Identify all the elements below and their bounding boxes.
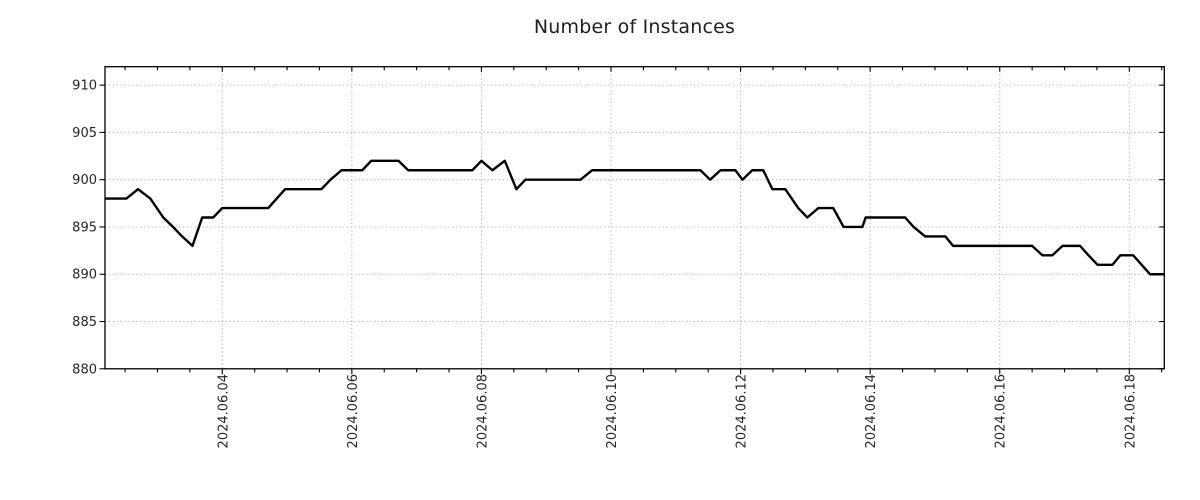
grid-layer — [105, 66, 1165, 370]
y-tick-label: 890 — [72, 268, 97, 283]
x-tick-label: 2024.06.04 — [216, 374, 231, 448]
series-line-instances — [105, 159, 1165, 276]
tick-labels: 880 885 890 895 900 905 910 2024.06.04 2024.06.0… — [72, 79, 1138, 449]
axes-spines — [104, 66, 1165, 370]
x-tick-label: 2024.06.12 — [735, 374, 750, 448]
y-tick-label: 910 — [72, 79, 97, 94]
x-tick-label: 2024.06.06 — [346, 374, 361, 448]
x-tick-label: 2024.06.10 — [605, 374, 620, 448]
y-tick-label: 895 — [72, 220, 97, 235]
y-tick-label: 880 — [72, 362, 97, 377]
x-tick-label: 2024.06.08 — [475, 374, 490, 448]
y-tick-label: 885 — [72, 315, 97, 330]
y-tick-label: 905 — [72, 126, 97, 141]
y-tick-label: 900 — [72, 173, 97, 188]
x-tick-label: 2024.06.18 — [1123, 374, 1138, 448]
x-tick-label: 2024.06.14 — [864, 374, 879, 448]
x-tick-label: 2024.06.16 — [994, 374, 1009, 448]
tick-marks — [99, 66, 1165, 375]
plot-border — [104, 66, 1165, 370]
chart-title: Number of Instances — [533, 16, 736, 38]
